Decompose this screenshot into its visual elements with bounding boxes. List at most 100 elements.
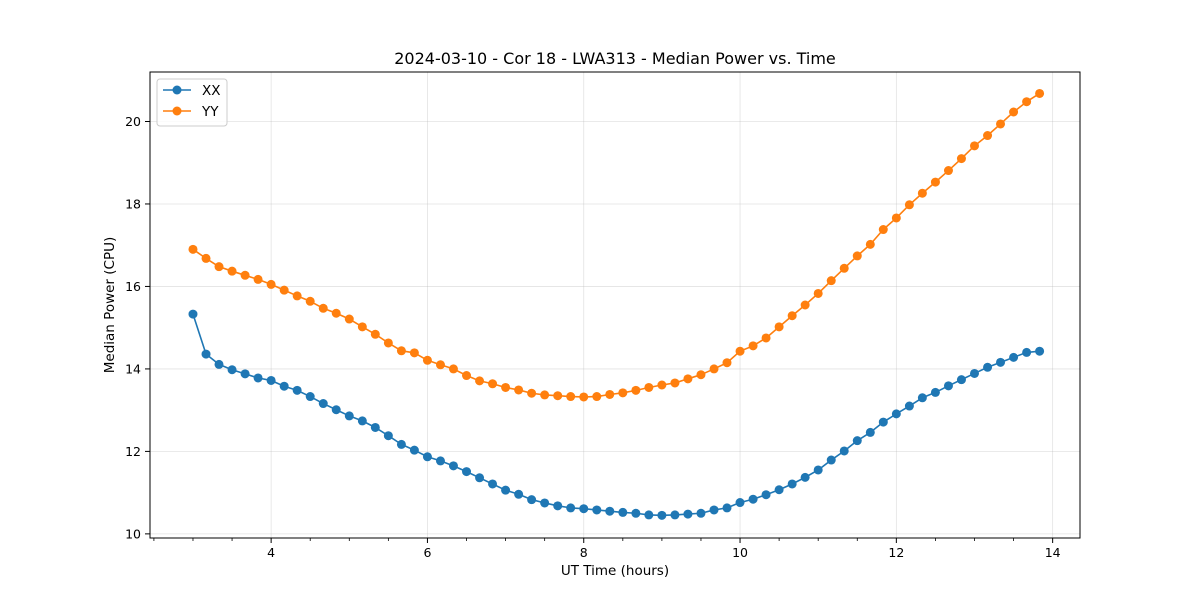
data-point-yy [501,382,511,392]
axis-ticks: 4 6 8 10 12 14 10 12 14 16 18 20 [125,114,1061,560]
data-point-xx [1035,346,1045,356]
legend-marker-xx [172,85,182,95]
data-point-yy [826,276,836,286]
data-point-yy [566,392,576,402]
data-point-yy [983,131,993,141]
series-xx [188,309,1045,520]
data-point-yy [878,225,888,235]
data-point-yy [996,119,1006,129]
data-point-yy [266,279,276,289]
data-point-yy [722,358,732,368]
data-point-yy [748,341,758,351]
data-point-xx [618,507,628,517]
data-point-yy [422,355,432,365]
data-point-xx [839,446,849,456]
data-point-xx [253,373,263,383]
data-point-yy [735,346,745,356]
y-tick-label: 10 [125,526,141,541]
y-tick-label: 20 [125,114,141,129]
data-point-xx [813,465,823,475]
x-tick-label: 8 [580,545,588,560]
data-point-yy [383,338,393,348]
data-point-xx [331,405,341,415]
x-tick-label: 12 [888,545,904,560]
data-point-yy [683,374,693,384]
data-point-xx [917,393,927,403]
data-point-yy [943,166,953,176]
y-tick-label: 12 [125,444,141,459]
data-point-xx [475,473,485,483]
data-point-xx [904,401,914,411]
data-point-xx [514,489,524,499]
data-point-yy [631,385,641,395]
data-point-yy [956,154,966,164]
data-point-xx [631,508,641,518]
data-point-xx [696,508,706,518]
data-point-xx [292,385,302,395]
y-tick-label: 16 [125,279,141,294]
data-point-xx [852,436,862,446]
data-point-xx [383,431,393,441]
y-tick-label: 18 [125,196,141,211]
data-point-xx [722,503,732,513]
data-point-yy [605,389,615,399]
data-point-yy [435,360,445,370]
data-point-xx [201,349,211,359]
data-point-xx [553,501,563,511]
data-point-xx [240,369,250,379]
data-point-yy [188,244,198,254]
data-point-yy [644,382,654,392]
data-point-yy [370,329,380,339]
data-point-xx [188,309,198,319]
data-point-yy [292,291,302,301]
data-point-xx [214,359,224,369]
data-point-xx [566,503,576,513]
data-point-yy [969,141,979,151]
data-point-yy [305,296,315,306]
data-point-yy [1022,97,1032,107]
data-point-xx [448,461,458,471]
data-point-xx [540,498,550,508]
data-point-yy [1035,88,1045,98]
data-point-yy [657,380,667,390]
data-point-xx [983,362,993,372]
data-point-xx [956,375,966,385]
data-point-xx [396,439,406,449]
data-point-yy [709,364,719,374]
x-axis-label: UT Time (hours) [561,563,669,579]
data-point-yy [930,177,940,187]
data-point-yy [514,385,524,395]
legend: XX YY [156,78,228,127]
x-tick-label: 14 [1045,545,1061,560]
data-point-yy [579,392,589,402]
data-point-xx [605,506,615,516]
data-point-xx [787,479,797,489]
data-point-yy [279,285,289,295]
grid [150,72,1080,538]
data-point-yy [448,364,458,374]
data-point-xx [357,416,367,426]
data-point-xx [1022,347,1032,357]
data-point-yy [409,348,419,358]
x-tick-label: 6 [423,545,431,560]
data-point-yy [852,251,862,261]
data-point-xx [344,411,354,421]
data-point-yy [761,333,771,343]
series-layer [188,88,1045,520]
data-point-xx [305,392,315,402]
data-point-yy [475,376,485,386]
data-point-yy [331,308,341,318]
data-point-xx [709,505,719,515]
y-axis-label: Median Power (CPU) [102,237,118,373]
data-point-yy [865,239,875,249]
data-point-xx [644,510,654,520]
legend-label-xx: XX [202,83,221,99]
data-point-yy [540,390,550,400]
data-point-yy [201,253,211,263]
data-point-xx [800,472,810,482]
data-point-yy [227,266,237,276]
y-tick-label: 14 [125,361,141,376]
data-point-xx [969,368,979,378]
series-yy [188,88,1045,402]
